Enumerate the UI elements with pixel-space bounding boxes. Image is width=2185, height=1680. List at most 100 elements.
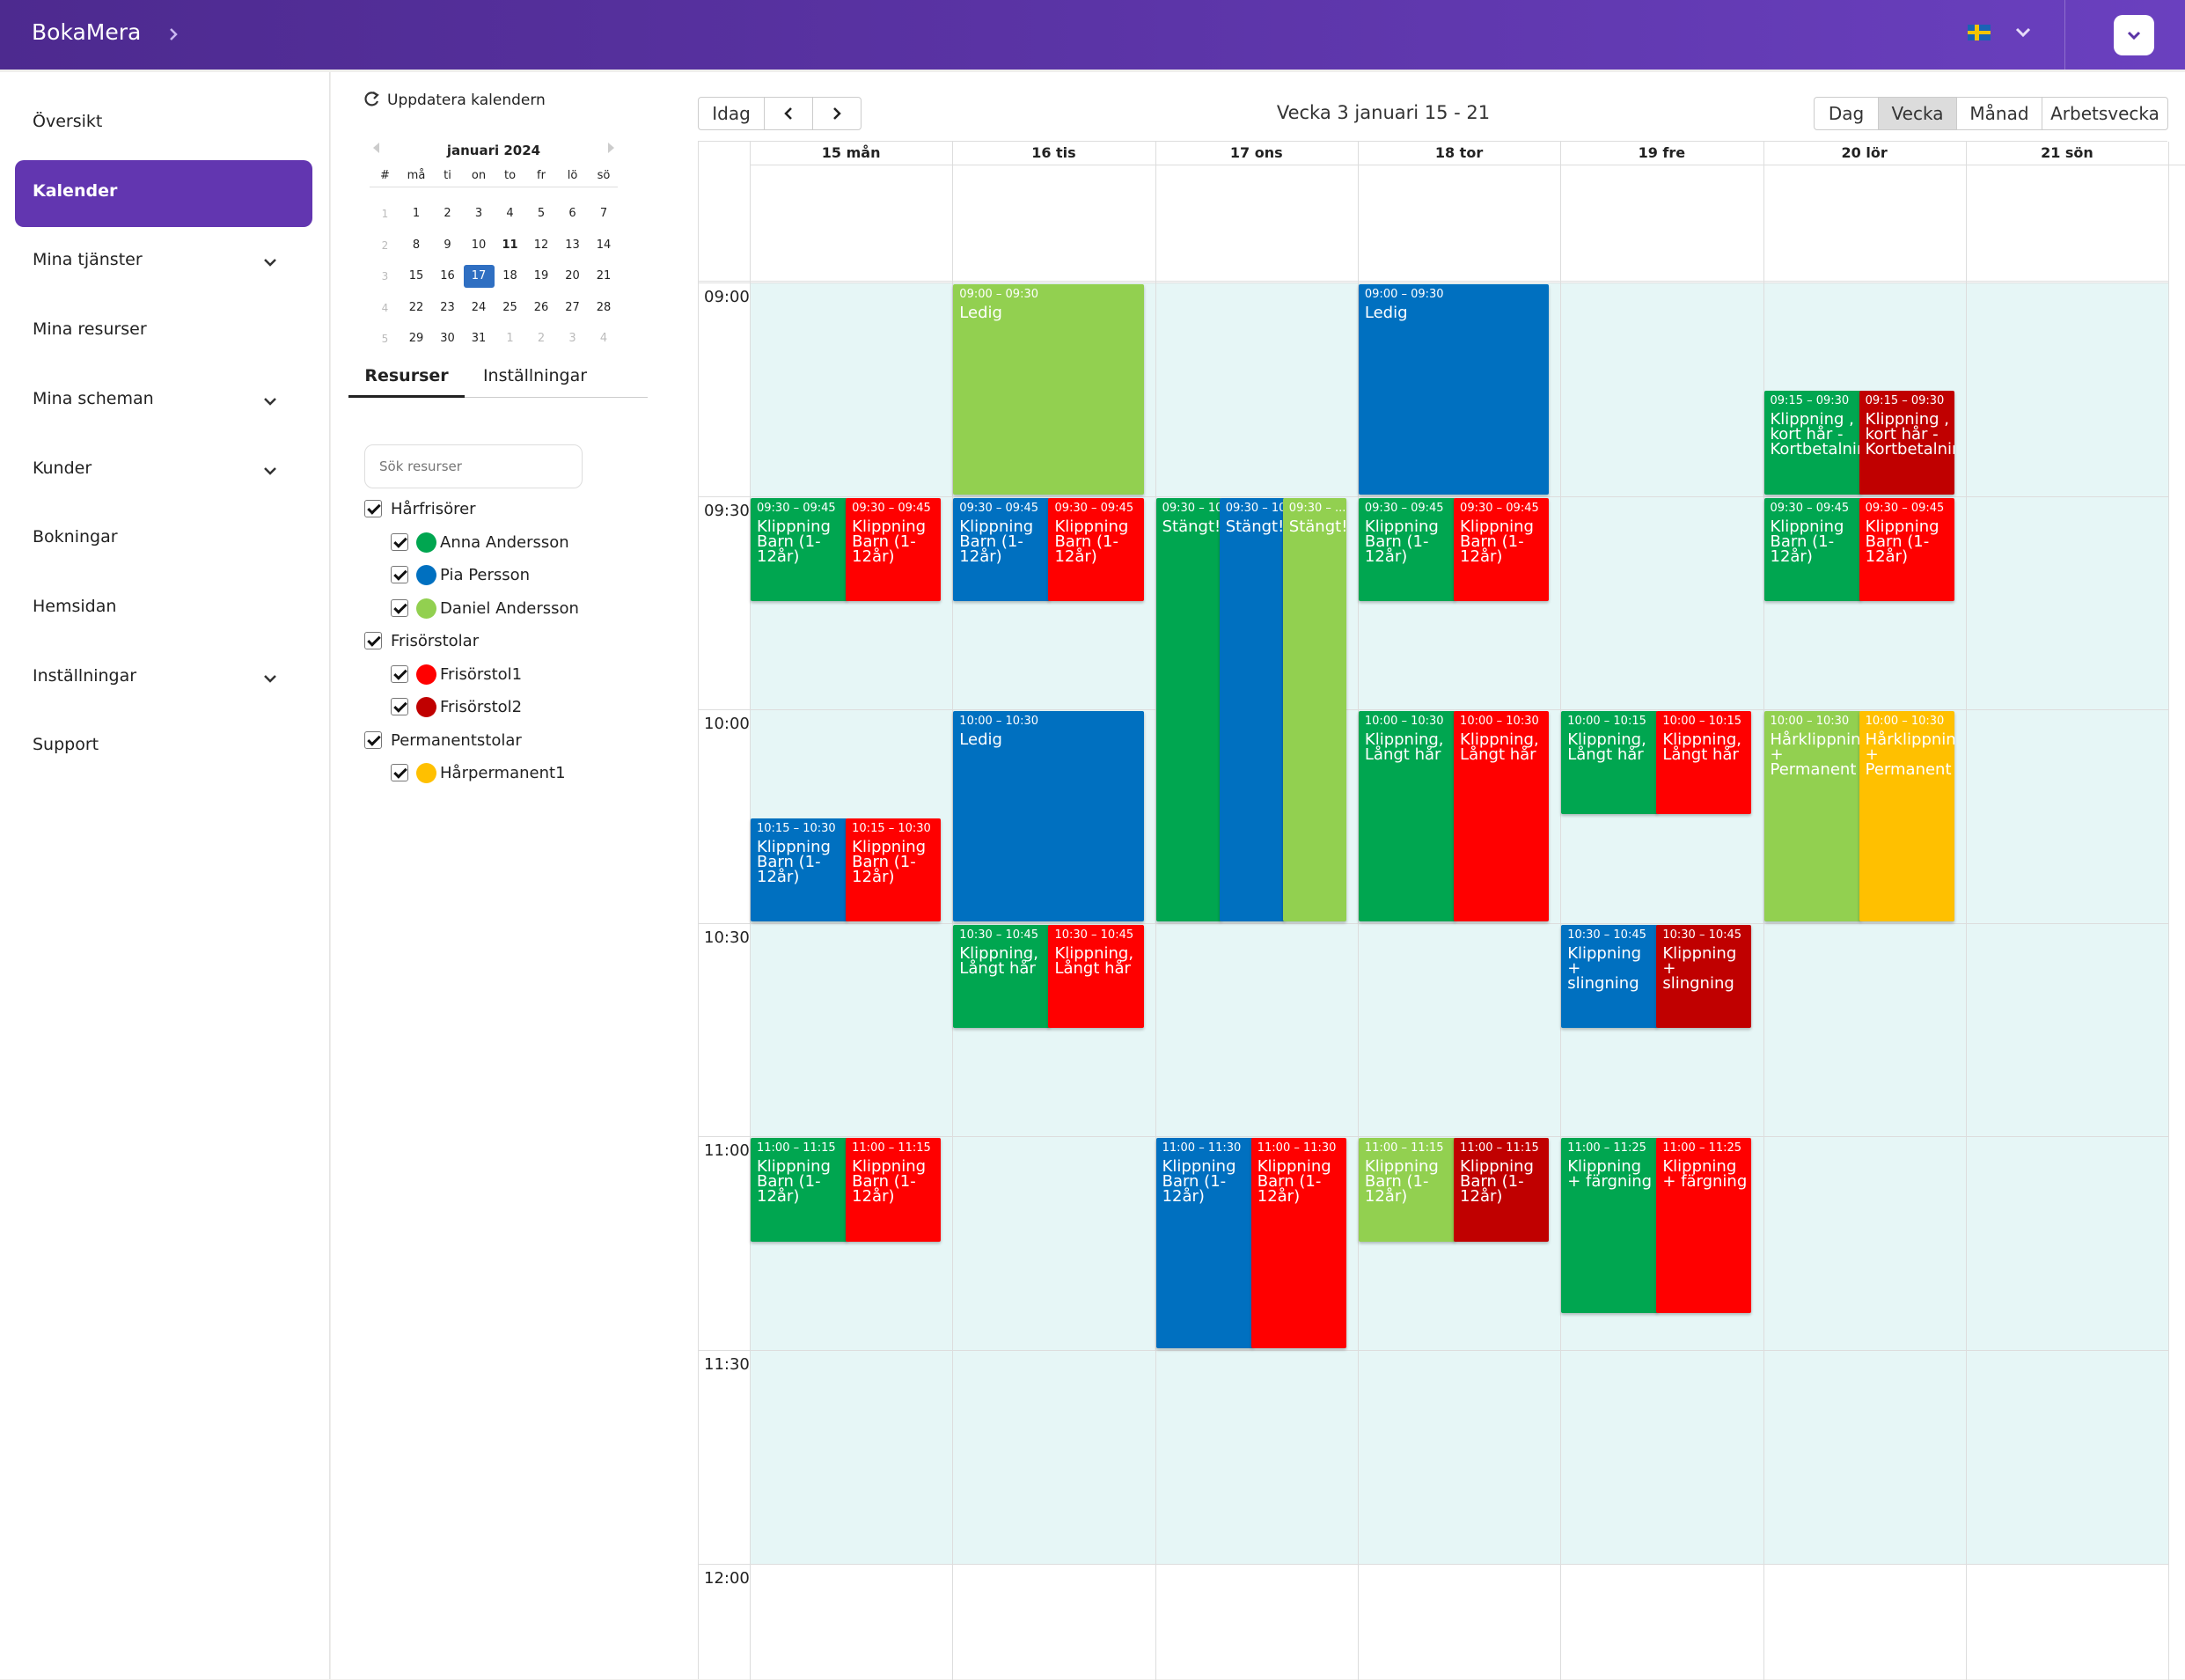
calendar-event[interactable]: 11:00 – 11:15 Klippning Barn (1-12år) [1358, 1138, 1456, 1242]
calendar-event[interactable]: 09:30 – 10:30 Stängt! [1219, 497, 1285, 921]
mini-calendar-day[interactable]: 1 [506, 332, 514, 345]
calendar-event[interactable]: 11:00 – 11:15 Klippning Barn (1-12år) [846, 1138, 942, 1242]
mini-calendar-day[interactable]: 5 [537, 207, 546, 220]
mini-calendar-day[interactable]: 23 [440, 300, 455, 314]
sidebar-item-mina-scheman[interactable]: Mina scheman [15, 368, 312, 435]
mini-calendar-day[interactable]: 3 [568, 332, 576, 345]
calendar-event[interactable]: 09:30 – 09:45 Klippning Barn (1-12år) [1454, 497, 1550, 601]
chevron-down-icon[interactable] [261, 392, 279, 410]
calendar-event[interactable]: 10:30 – 10:45 Klippning + slingning [1561, 924, 1659, 1029]
calendar-event[interactable]: 09:00 – 09:30 Ledig [953, 284, 1144, 495]
chevron-left-icon[interactable] [370, 141, 384, 155]
sidebar-item-hemsidan[interactable]: Hemsidan [15, 576, 312, 642]
mini-calendar-day[interactable]: 3 [474, 207, 483, 220]
calendar-event[interactable]: 10:00 – 10:15 Klippning, Långt hår [1561, 711, 1659, 815]
mini-calendar-day[interactable]: 1 [412, 207, 421, 220]
brand-name[interactable]: BokaMera [32, 19, 142, 45]
calendar-event[interactable]: 10:15 – 10:30 Klippning Barn (1-12år) [846, 818, 942, 921]
mini-calendar-day[interactable]: 2 [537, 332, 546, 345]
checkbox[interactable] [391, 664, 408, 683]
mini-calendar-day[interactable]: 8 [412, 238, 421, 252]
calendar-event[interactable]: 09:30 – 09:45 Klippning Barn (1-12år) [1048, 497, 1144, 601]
mini-calendar-day[interactable]: 25 [502, 300, 517, 314]
mini-calendar-day[interactable]: 13 [565, 238, 580, 252]
view-day-button[interactable]: Dag [1814, 97, 1879, 130]
checkbox[interactable] [364, 500, 382, 517]
calendar-event[interactable]: 10:15 – 10:30 Klippning Barn (1-12år) [751, 818, 848, 921]
mini-calendar-day[interactable]: 22 [408, 300, 424, 314]
refresh-icon[interactable] [362, 90, 381, 109]
mini-calendar-day[interactable]: 2 [444, 207, 451, 220]
calendar-event[interactable]: 09:00 – 09:30 Ledig [1358, 284, 1550, 495]
view-week-button[interactable]: Vecka [1878, 97, 1957, 130]
mini-calendar-day[interactable]: 17 [463, 265, 495, 288]
calendar-event[interactable]: 11:00 – 11:30 Klippning Barn (1-12år) [1250, 1138, 1346, 1348]
resource-group[interactable]: Frisörstolar [364, 629, 628, 654]
sidebar-item--versikt[interactable]: Översikt [15, 91, 312, 158]
calendar-event[interactable]: 10:00 – 10:15 Klippning, Långt hår [1656, 711, 1752, 815]
tab-resurser[interactable]: Resurser [348, 363, 465, 398]
mini-calendar-day[interactable]: 21 [596, 269, 612, 282]
calendar-event[interactable]: 09:30 – 10:30 Stängt! [1155, 497, 1221, 921]
calendar-event[interactable]: 10:30 – 10:45 Klippning, Långt hår [953, 924, 1051, 1029]
calendar-event[interactable]: 09:30 – 09:45 Klippning Barn (1-12år) [846, 497, 942, 601]
mini-calendar-day[interactable]: 19 [533, 269, 549, 282]
resource-search-input[interactable] [364, 444, 583, 488]
calendar-event[interactable]: 11:00 – 11:25 Klippning + färgning [1656, 1138, 1752, 1313]
sidebar-item-kalender[interactable]: Kalender [15, 159, 312, 227]
calendar-event[interactable]: 10:00 – 10:30 Ledig [953, 711, 1144, 921]
refresh-calendar-button[interactable]: Uppdatera kalendern [387, 92, 546, 109]
mini-calendar-day[interactable]: 18 [502, 269, 517, 282]
resource-item[interactable]: Daniel Andersson [391, 597, 637, 621]
calendar-event[interactable]: 09:15 – 09:30 Klippning , kort hår - Kort… [1763, 391, 1861, 495]
chevron-down-icon[interactable] [261, 253, 279, 271]
mini-calendar-day[interactable]: 29 [408, 332, 424, 345]
mini-calendar-day[interactable]: 26 [533, 300, 549, 314]
calendar-event[interactable]: 11:00 – 11:30 Klippning Barn (1-12år) [1155, 1138, 1253, 1348]
sidebar-item-mina-tj-nster[interactable]: Mina tjänster [15, 229, 312, 296]
calendar-event[interactable]: 10:30 – 10:45 Klippning + slingning [1656, 924, 1752, 1029]
mini-calendar-day[interactable]: 10 [471, 238, 487, 252]
view-month-button[interactable]: Månad [1956, 97, 2042, 130]
sidebar-item-inst-llningar[interactable]: Inställningar [15, 645, 312, 712]
tab-installningar[interactable]: Inställningar [482, 366, 588, 385]
day-header[interactable]: 20 lör [1841, 144, 1888, 161]
calendar-event[interactable]: 11:00 – 11:15 Klippning Barn (1-12år) [1454, 1138, 1550, 1242]
mini-calendar-day[interactable]: 28 [596, 300, 612, 314]
today-button[interactable]: Idag [698, 97, 765, 130]
day-header[interactable]: 15 mån [821, 144, 881, 161]
calendar-event[interactable]: 09:30 – 09:45 Klippning Barn (1-12år) [1358, 497, 1456, 601]
day-header[interactable]: 16 tis [1031, 144, 1076, 161]
chevron-right-icon[interactable] [164, 21, 183, 48]
resource-item[interactable]: Anna Andersson [391, 531, 637, 555]
mini-calendar-day[interactable]: 12 [533, 238, 549, 252]
calendar-event[interactable]: 09:30 – 09:45 Klippning Barn (1-12år) [1859, 497, 1954, 601]
chevron-down-icon[interactable] [261, 670, 279, 687]
checkbox[interactable] [364, 730, 382, 749]
calendar-event[interactable]: 11:00 – 11:25 Klippning + färgning [1561, 1138, 1659, 1313]
mini-calendar-day[interactable]: 11 [502, 238, 518, 252]
calendar-event[interactable]: 09:30 – 09:45 Klippning Barn (1-12år) [953, 497, 1051, 601]
view-workweek-button[interactable]: Arbetsvecka [2042, 97, 2168, 130]
checkbox[interactable] [364, 632, 382, 649]
checkbox[interactable] [391, 566, 408, 583]
resource-item[interactable]: Frisörstol1 [391, 663, 637, 687]
chevron-down-icon[interactable] [261, 462, 279, 480]
chevron-down-icon[interactable] [2012, 21, 2035, 44]
mini-calendar-day[interactable]: 31 [471, 332, 487, 345]
calendar-event[interactable]: 09:30 – 09:45 Klippning Barn (1-12år) [1763, 497, 1861, 601]
mini-calendar-day[interactable]: 30 [440, 332, 455, 345]
mini-calendar-day[interactable]: 6 [568, 207, 576, 220]
resource-group[interactable]: Permanentstolar [364, 729, 628, 753]
swedish-flag-icon[interactable] [1968, 25, 1991, 40]
mini-calendar-day[interactable]: 4 [599, 332, 608, 345]
mini-calendar-day[interactable]: 15 [408, 269, 424, 282]
sidebar-item-bokningar[interactable]: Bokningar [15, 506, 312, 573]
sidebar-item-support[interactable]: Support [15, 714, 312, 781]
day-header[interactable]: 21 sön [2041, 144, 2093, 161]
mini-calendar-day[interactable]: 4 [506, 207, 514, 220]
mini-calendar-day[interactable]: 9 [444, 238, 451, 252]
mini-calendar-day[interactable]: 16 [440, 269, 455, 282]
checkbox[interactable] [391, 598, 408, 617]
user-menu-button[interactable] [2114, 15, 2154, 55]
